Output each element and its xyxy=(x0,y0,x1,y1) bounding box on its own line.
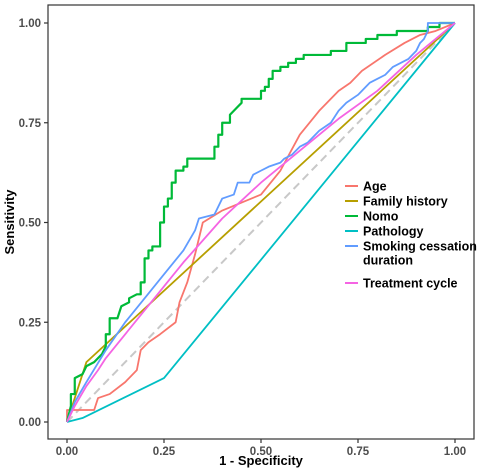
legend-item: Pathology xyxy=(345,225,423,239)
y-tick-label: 0.25 xyxy=(19,317,42,329)
roc-line-treatment-cycle xyxy=(66,22,456,423)
roc-line-pathology xyxy=(66,22,456,423)
x-tick-label: 0.00 xyxy=(56,446,78,458)
legend-label: Nomo xyxy=(363,210,399,224)
legend-label: Pathology xyxy=(363,225,423,239)
roc-line-family-history xyxy=(66,22,456,423)
roc-line-nomo xyxy=(65,21,455,423)
x-axis-title: 1 - Specificity xyxy=(219,453,304,468)
legend-item: Treatment cycle xyxy=(345,277,458,291)
y-tick-label: 0.00 xyxy=(19,417,41,429)
legend-label: Family history xyxy=(363,195,448,209)
y-tick-label: 1.00 xyxy=(19,18,41,30)
legend-item: Family history xyxy=(345,195,448,209)
y-axis-title: Sensitivity xyxy=(2,189,17,255)
x-tick-label: 1.00 xyxy=(444,446,466,458)
y-tick-label: 0.75 xyxy=(19,118,42,130)
x-tick-label: 0.75 xyxy=(347,446,370,458)
legend-label: Smoking cessation xyxy=(363,240,477,254)
reference-diagonal-layer xyxy=(66,22,456,423)
x-tick-label: 0.50 xyxy=(250,446,272,458)
axis-ticks-layer: 0.00 0.25 0.50 0.75 1.00 0.00 0.25 0.50 0.75 1.00 xyxy=(19,18,467,458)
x-tick-label: 0.25 xyxy=(153,446,176,458)
legend-label: Age xyxy=(363,180,387,194)
roc-line-age xyxy=(66,22,456,422)
legend-item: Age xyxy=(345,180,387,194)
legend-label: duration xyxy=(363,254,413,268)
legend-label: Treatment cycle xyxy=(363,277,458,291)
legend-item: Nomo xyxy=(345,210,399,224)
roc-line-smoking-cessation-duration xyxy=(66,22,455,423)
roc-curves-layer xyxy=(65,21,456,423)
reference-diagonal-line xyxy=(66,22,456,423)
y-tick-label: 0.50 xyxy=(19,218,41,230)
